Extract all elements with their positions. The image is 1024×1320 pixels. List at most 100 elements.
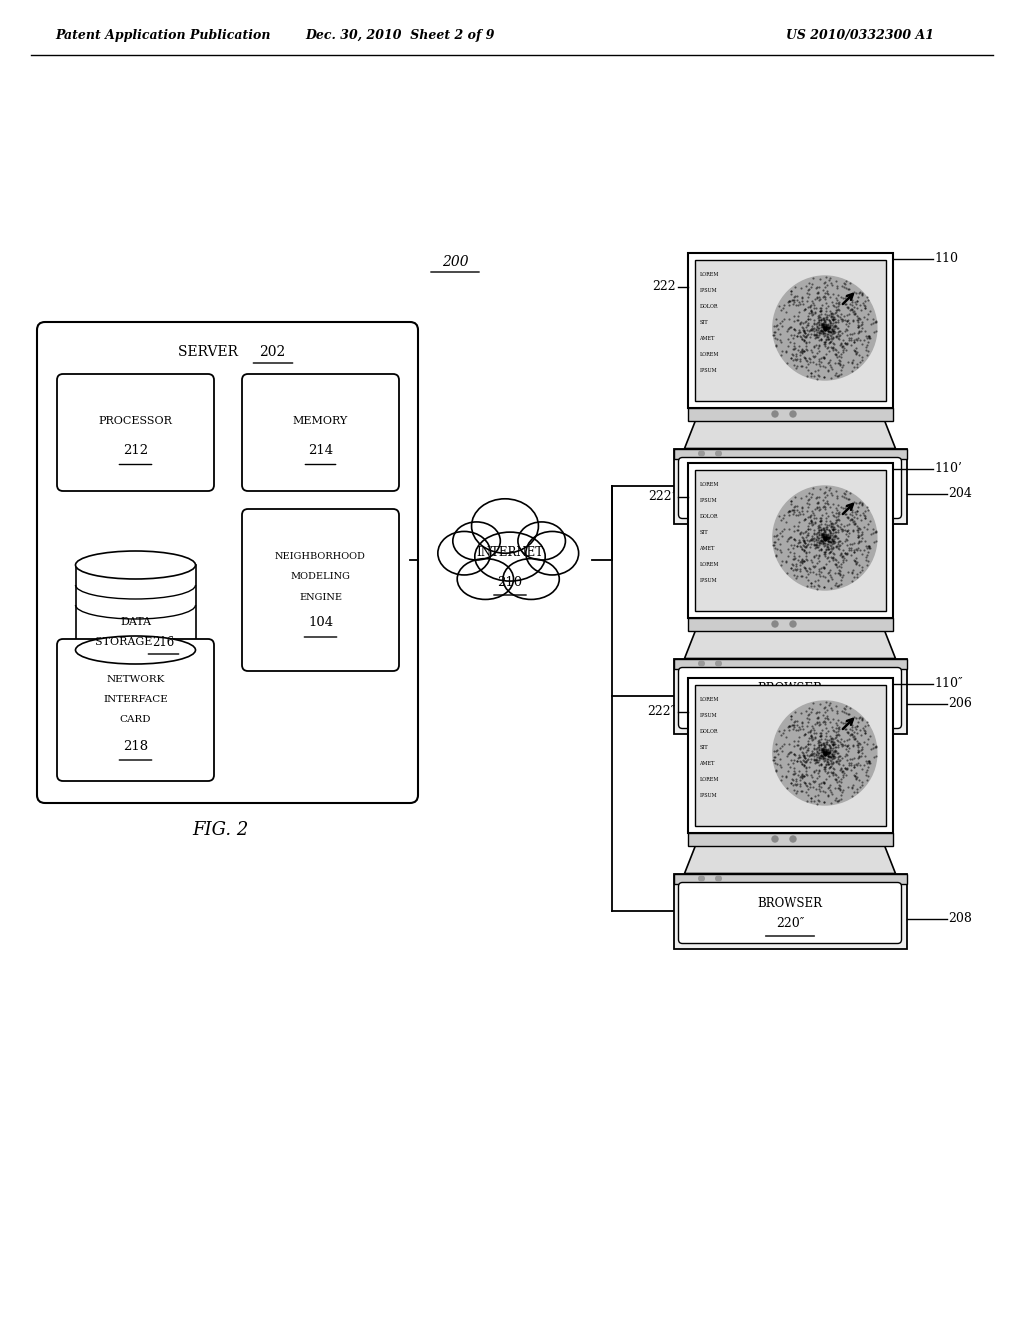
Point: [819, 359, 836, 380]
Point: [813, 317, 829, 338]
Point: [809, 711, 825, 733]
Point: [847, 766, 863, 787]
Point: [812, 519, 828, 540]
Point: [812, 288, 828, 309]
Point: [803, 529, 819, 550]
Point: [790, 549, 806, 570]
Point: [796, 766, 812, 787]
Point: [848, 552, 864, 573]
Point: [815, 739, 831, 760]
Point: [848, 767, 864, 788]
Point: [790, 535, 806, 556]
Point: [840, 298, 856, 319]
Point: [804, 529, 820, 550]
Point: [809, 527, 825, 548]
Point: [794, 498, 810, 519]
Point: [824, 322, 841, 343]
Point: [830, 329, 847, 350]
Point: [797, 521, 813, 543]
Point: [821, 777, 838, 799]
Text: US 2010/0332300 A1: US 2010/0332300 A1: [786, 29, 934, 41]
Point: [854, 312, 870, 333]
Point: [791, 717, 807, 738]
Polygon shape: [694, 260, 886, 400]
Point: [835, 486, 851, 507]
FancyBboxPatch shape: [242, 510, 399, 671]
Point: [855, 502, 871, 523]
Point: [818, 743, 835, 764]
Point: [821, 527, 838, 548]
Point: [795, 535, 811, 556]
Point: [866, 737, 883, 758]
Point: [834, 533, 850, 554]
Point: [824, 700, 841, 721]
Point: [807, 297, 823, 318]
Point: [854, 708, 870, 729]
Point: [852, 561, 868, 582]
Point: [794, 780, 810, 801]
Point: [848, 329, 864, 350]
Point: [798, 750, 814, 771]
Point: [799, 529, 815, 550]
Point: [825, 529, 842, 550]
Point: [853, 758, 869, 779]
Point: [808, 702, 824, 723]
Point: [818, 533, 835, 554]
Point: [788, 768, 805, 789]
Point: [804, 500, 820, 521]
Point: [826, 544, 843, 565]
Point: [804, 766, 820, 787]
Point: [768, 309, 784, 330]
Point: [814, 355, 830, 376]
Point: [816, 318, 833, 339]
Point: [826, 553, 843, 574]
Point: [801, 347, 817, 368]
Point: [850, 741, 866, 762]
Point: [801, 331, 817, 352]
Point: [782, 491, 799, 512]
Point: [812, 734, 828, 755]
Point: [809, 750, 825, 771]
Point: [792, 325, 808, 346]
Point: [829, 702, 846, 723]
Point: [813, 329, 829, 350]
Point: [813, 744, 829, 766]
Point: [835, 498, 851, 519]
Point: [794, 341, 810, 362]
Point: [816, 557, 833, 578]
Point: [813, 313, 829, 334]
Text: IPSUM: IPSUM: [699, 713, 717, 718]
Point: [794, 290, 810, 312]
Point: [812, 776, 828, 797]
Point: [833, 345, 849, 366]
Point: [817, 741, 834, 762]
Point: [799, 492, 815, 513]
Point: [782, 348, 799, 370]
Point: [775, 722, 792, 743]
Point: [827, 788, 844, 809]
Point: [804, 290, 820, 312]
Point: [818, 748, 835, 770]
Point: [822, 531, 839, 552]
Point: [792, 313, 808, 334]
Point: [861, 751, 878, 772]
Point: [779, 760, 796, 781]
Point: [814, 780, 830, 801]
Point: [823, 783, 840, 804]
Text: 220″: 220″: [776, 916, 804, 929]
Point: [818, 317, 835, 338]
Point: [844, 510, 860, 531]
Point: [859, 550, 876, 572]
Point: [838, 702, 854, 723]
Point: [796, 771, 812, 792]
Point: [797, 746, 813, 767]
Point: [791, 726, 807, 747]
Point: [807, 752, 823, 774]
Point: [818, 318, 835, 339]
Point: [810, 282, 826, 304]
Point: [838, 271, 854, 292]
Point: [819, 329, 836, 350]
Point: [810, 364, 826, 385]
Point: [809, 313, 825, 334]
Point: [774, 310, 791, 331]
